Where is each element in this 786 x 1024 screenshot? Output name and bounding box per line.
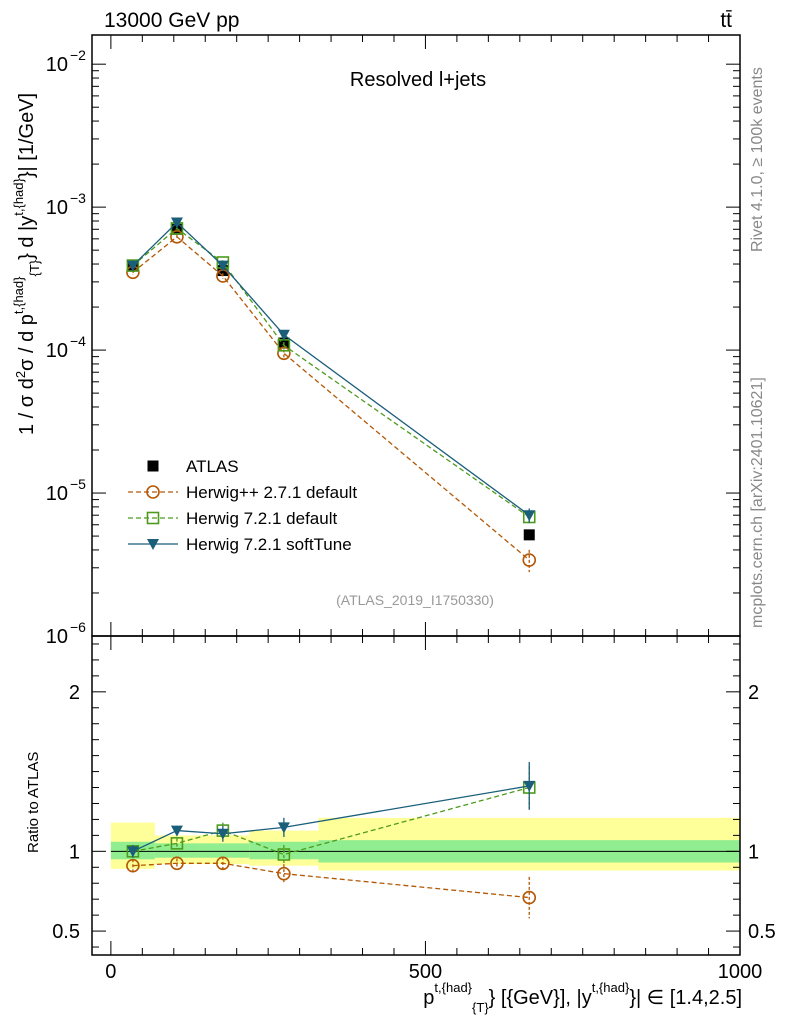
main-series-point: [522, 553, 537, 567]
main-y-tick-label: 10: [46, 54, 68, 76]
ratio-stat-uncertainty-band: [154, 843, 199, 858]
ratio-series-point: [523, 780, 536, 792]
x-axis-label: pt,{had}{T}} [{GeV}], |yt,{had}}| ∈ [1.4…: [423, 980, 742, 1015]
legend-label: Herwig 7.2.1 softTune: [186, 535, 352, 554]
x-tick-label: 0: [105, 961, 116, 983]
ratio-series-herwig-7-2-1-softtune: [126, 762, 536, 858]
main-y-tick-label: 10: [46, 197, 68, 219]
main-y-tick-exponent: −5: [70, 476, 86, 492]
main-y-tick-exponent: −3: [70, 190, 86, 206]
legend-entry: Herwig++ 2.7.1 default: [128, 483, 357, 502]
legend-entry: Herwig 7.2.1 softTune: [128, 535, 352, 554]
main-series-point: [216, 260, 229, 272]
ratio-y-axis-label: Ratio to ATLAS: [25, 752, 42, 853]
legend-entry: Herwig 7.2.1 default: [128, 509, 337, 528]
ratio-series-point: [277, 848, 291, 861]
legend-marker: [147, 460, 159, 472]
main-series-point: [170, 217, 183, 229]
mcplots-label: mcplots.cern.ch [arXiv:2401.10621]: [749, 377, 766, 628]
ratio-series-herwig-2-7-1-default: [126, 856, 537, 919]
rivet-label: Rivet 4.1.0, ≥ 100k events: [749, 67, 766, 252]
legend-label: Herwig 7.2.1 default: [186, 509, 337, 528]
x-tick-label: 1000: [718, 961, 763, 983]
ratio-series-point: [277, 866, 291, 881]
main-y-axis-label: 1 / σ d2σ / d pt,{had}{T}} d |yt,{had}}|…: [11, 93, 42, 435]
ratio-series-point: [170, 837, 184, 850]
main-y-tick-label: 10: [46, 340, 68, 362]
main-plot-title: Resolved l+jets: [350, 69, 486, 91]
ratio-series-point: [126, 846, 139, 858]
ratio-stat-uncertainty-band: [198, 843, 250, 858]
main-series-herwig-7-2-1-softtune: [126, 217, 536, 523]
main-series-point: [126, 260, 139, 272]
x-tick-label: 500: [409, 961, 442, 983]
legend-label: Herwig++ 2.7.1 default: [186, 483, 357, 502]
main-series-point: [523, 510, 536, 522]
legend-label: ATLAS: [186, 457, 239, 476]
main-series-point: [170, 230, 184, 244]
ratio-series-point: [170, 825, 183, 837]
main-y-tick-exponent: −6: [70, 619, 86, 635]
energy-label: 13000 GeV pp: [104, 9, 239, 32]
ratio-y-tick-label-right: 1: [748, 841, 759, 863]
legend-marker: [146, 511, 160, 525]
main-y-tick-label: 10: [46, 626, 68, 648]
main-y-tick-label: 10: [46, 483, 68, 505]
main-series-herwig-2-7-1-default: [126, 230, 537, 573]
main-plot: Resolved l+jets (ATLAS_2019_I1750330) 10…: [11, 34, 741, 648]
main-plot-watermark: (ATLAS_2019_I1750330): [336, 592, 494, 608]
ratio-y-tick-label-left: 1: [69, 841, 80, 863]
legend-marker: [146, 485, 160, 499]
main-y-tick-exponent: −2: [70, 47, 86, 63]
ratio-series-point: [170, 856, 184, 871]
main-y-tick-exponent: −4: [70, 333, 86, 349]
ratio-y-tick-label-right: 0.5: [748, 921, 776, 943]
legend-marker: [147, 539, 159, 550]
ratio-y-tick-label-left: 0.5: [52, 921, 80, 943]
ratio-series-point: [126, 858, 140, 873]
ratio-plot: 2 2 1 1 0.5 0.5 0 500 1000 Ratio to ATLAS pt,{ha…: [25, 635, 776, 1015]
ratio-series-point: [522, 890, 537, 905]
process-label: tt̄: [720, 9, 732, 32]
ratio-series-point: [216, 828, 229, 840]
ratio-series-point: [277, 822, 290, 834]
main-series-herwig-7-2-1-default: [126, 222, 536, 525]
main-series-point: [277, 329, 290, 341]
ratio-plot-frame: [91, 635, 741, 956]
main-series-point: [523, 529, 535, 541]
ratio-y-tick-label-right: 2: [748, 682, 759, 704]
legend: ATLAS Herwig++ 2.7.1 default Herwig 7.2.1 …: [128, 457, 357, 554]
main-series-point: [277, 346, 291, 361]
ratio-series-point: [216, 856, 230, 871]
ratio-y-tick-label-left: 2: [69, 682, 80, 704]
legend-entry: ATLAS: [147, 457, 239, 476]
